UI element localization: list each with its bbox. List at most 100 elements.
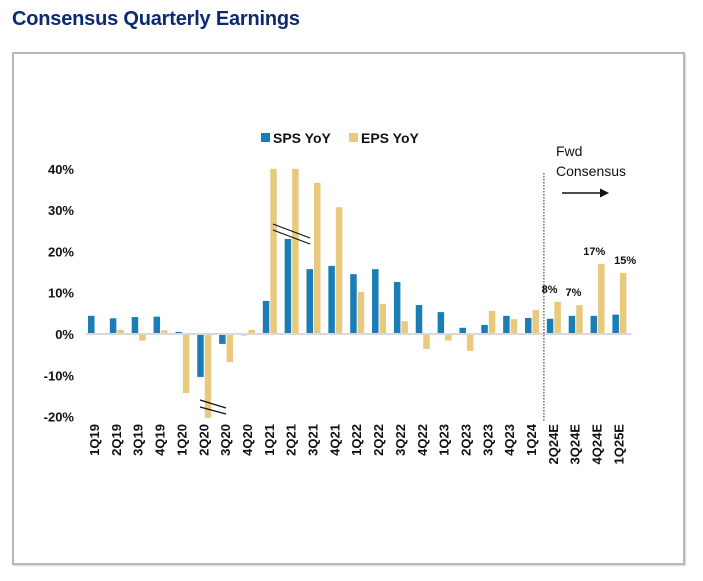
x-tick-label: 1Q20 bbox=[174, 424, 189, 456]
sps-bar-3q19 bbox=[131, 317, 139, 334]
x-tick-label: 2Q21 bbox=[284, 424, 299, 456]
sps-bar-1q22 bbox=[350, 274, 357, 334]
sps-bar-2q19 bbox=[109, 318, 117, 334]
x-tick-label: 2Q24E bbox=[546, 424, 561, 465]
y-tick-label: 10% bbox=[48, 286, 74, 301]
axis-break-marks bbox=[199, 223, 311, 415]
sps-bar-2q24e bbox=[546, 318, 554, 334]
eps-bar-1q20 bbox=[182, 334, 190, 394]
x-tick-label: 1Q22 bbox=[349, 424, 364, 456]
sps-bar-4q23 bbox=[503, 315, 510, 334]
x-tick-label: 2Q23 bbox=[458, 424, 473, 456]
eps-bar-1q25e bbox=[619, 272, 627, 334]
sps-bar-3q21 bbox=[306, 269, 313, 334]
eps-bar-2q22 bbox=[379, 303, 387, 334]
eps-bar-1q23 bbox=[445, 334, 452, 341]
eps-bar-4q19 bbox=[161, 330, 168, 334]
x-tick-label: 2Q22 bbox=[371, 424, 386, 456]
x-tick-label: 1Q19 bbox=[87, 424, 102, 456]
sps-bar-4q21 bbox=[328, 265, 335, 334]
sps-bar-1q24 bbox=[525, 317, 532, 334]
legend-swatch-eps bbox=[349, 133, 358, 142]
eps-bar-4q21 bbox=[335, 207, 343, 334]
eps-bar-3q20 bbox=[226, 334, 234, 363]
data-label: 7% bbox=[565, 287, 581, 299]
x-tick-label: 4Q20 bbox=[240, 424, 255, 456]
axis-break-mark bbox=[272, 223, 311, 239]
sps-bar-1q20 bbox=[175, 331, 182, 334]
sps-bar-2q20 bbox=[197, 334, 204, 377]
x-tick-label: 1Q23 bbox=[437, 424, 452, 456]
x-tick-label: 3Q22 bbox=[393, 424, 408, 456]
eps-bar-2q19 bbox=[117, 329, 124, 334]
sps-bar-1q25e bbox=[612, 314, 619, 334]
chart-frame bbox=[12, 52, 685, 565]
y-tick-label: -10% bbox=[44, 368, 75, 383]
x-tick-label: 4Q24E bbox=[590, 424, 605, 465]
sps-bar-3q22 bbox=[393, 281, 401, 334]
eps-bar-3q22 bbox=[401, 321, 408, 334]
sps-bar-4q19 bbox=[153, 316, 161, 334]
legend-label-sps: SPS YoY bbox=[273, 130, 332, 146]
x-tick-label: 2Q20 bbox=[196, 424, 211, 456]
eps-bar-1q21 bbox=[270, 168, 277, 334]
x-tick-label: 4Q23 bbox=[502, 424, 517, 456]
sps-bar-3q23 bbox=[481, 324, 488, 334]
page-title: Consensus Quarterly Earnings bbox=[12, 8, 300, 30]
right-arrow-icon bbox=[562, 188, 609, 198]
y-tick-label: 30% bbox=[48, 203, 74, 218]
data-label: 17% bbox=[583, 246, 605, 258]
data-label: 8% bbox=[542, 284, 558, 296]
x-tick-label: 2Q19 bbox=[109, 424, 124, 456]
eps-bar-1q22 bbox=[357, 291, 365, 334]
axis-break-mark bbox=[272, 229, 311, 245]
eps-bar-2q20 bbox=[204, 334, 212, 418]
eps-bar-3q24e bbox=[576, 305, 583, 334]
eps-bar-1q24 bbox=[532, 310, 539, 334]
x-tick-label: 1Q21 bbox=[262, 424, 277, 456]
forecast-label-line1: Fwd bbox=[556, 143, 582, 159]
sps-bar-2q23 bbox=[459, 327, 466, 334]
eps-bar-2q21 bbox=[292, 168, 299, 334]
x-tick-label: 3Q20 bbox=[218, 424, 233, 456]
eps-bar-4q23 bbox=[510, 319, 518, 334]
x-tick-label: 3Q21 bbox=[306, 424, 321, 456]
forecast-label-line2: Consensus bbox=[556, 163, 626, 179]
sps-bar-1q21 bbox=[262, 300, 270, 334]
sps-bar-4q22 bbox=[415, 305, 423, 334]
sps-bar-1q23 bbox=[437, 312, 445, 334]
data-labels: 8% 7% 17% 15% bbox=[542, 246, 637, 299]
sps-bar-2q21 bbox=[284, 239, 292, 334]
y-tick-label: 20% bbox=[48, 244, 74, 259]
x-tick-label: 1Q24 bbox=[524, 423, 539, 456]
eps-bar-2q23 bbox=[466, 334, 474, 351]
legend-swatch-sps bbox=[261, 133, 270, 142]
y-tick-label: -20% bbox=[44, 410, 75, 425]
eps-bar-3q19 bbox=[139, 334, 146, 341]
legend: SPS YoY EPS YoY bbox=[261, 130, 420, 146]
sps-bar-3q20 bbox=[219, 334, 226, 344]
bars bbox=[88, 168, 627, 418]
eps-bar-3q21 bbox=[314, 182, 321, 334]
y-tick-label: 40% bbox=[48, 162, 74, 177]
sps-bar-1q19 bbox=[88, 315, 95, 334]
eps-bar-4q24e bbox=[598, 263, 605, 334]
y-tick-label: 0% bbox=[55, 327, 74, 342]
eps-bar-3q23 bbox=[488, 310, 496, 334]
axis-break-mark bbox=[199, 399, 227, 409]
x-tick-label: 1Q25E bbox=[611, 424, 626, 465]
eps-bar-4q20 bbox=[248, 329, 255, 334]
x-tick-label: 3Q19 bbox=[131, 424, 146, 456]
x-tick-label: 4Q21 bbox=[327, 424, 342, 456]
axis-break-mark bbox=[199, 406, 227, 415]
x-tick-label: 4Q22 bbox=[415, 424, 430, 456]
legend-label-eps: EPS YoY bbox=[361, 130, 420, 146]
y-axis-ticks: 40% 30% 20% 10% 0% -10% -20% bbox=[44, 162, 75, 425]
sps-bar-3q24e bbox=[568, 315, 576, 334]
sps-bar-2q22 bbox=[372, 269, 379, 334]
x-tick-label: 4Q19 bbox=[153, 424, 168, 456]
x-axis-labels: 1Q19 2Q19 3Q19 4Q19 1Q20 2Q20 3Q20 4Q20 1Q21 2Q21… bbox=[87, 423, 626, 464]
x-tick-label: 3Q23 bbox=[480, 424, 495, 456]
x-tick-label: 3Q24E bbox=[568, 424, 583, 465]
